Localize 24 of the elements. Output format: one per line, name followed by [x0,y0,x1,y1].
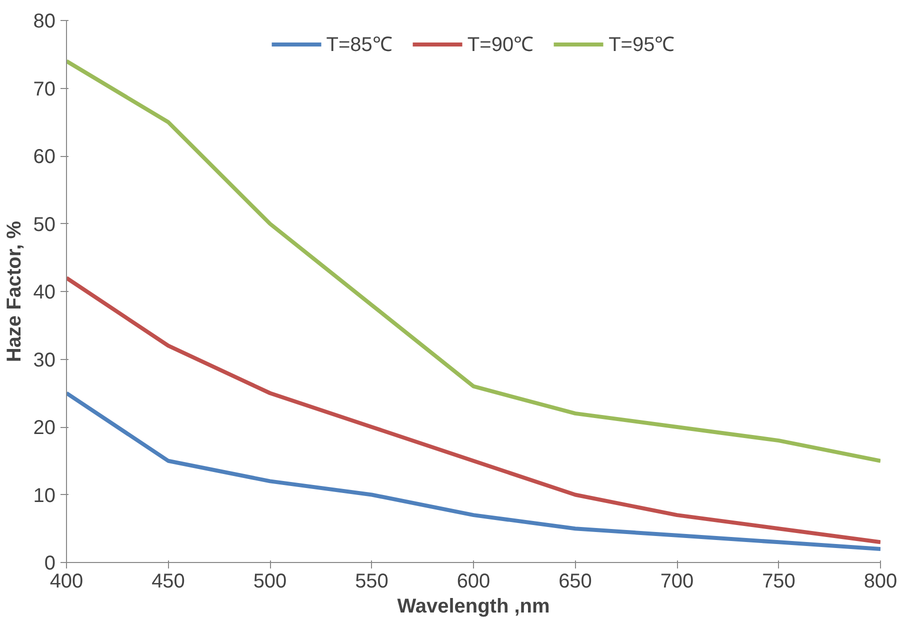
y-axis-title: Haze Factor, % [3,220,26,362]
y-tick-label: 40 [33,282,56,304]
y-tick-label: 10 [33,484,56,507]
line-series [66,59,880,463]
x-tick-label: 800 [864,570,898,592]
x-tick-label: 450 [152,570,185,592]
line-series [66,276,880,544]
y-tick-label: 20 [33,417,56,439]
y-tick-label: 70 [33,78,56,100]
line-series [66,391,880,551]
x-tick-label: 600 [456,570,490,592]
x-tick-label: 550 [355,570,388,592]
y-tick-label: 30 [33,349,56,372]
legend-label: T=85℃ [326,33,392,57]
y-tick-label: 80 [33,10,56,32]
x-tick-label: 650 [558,570,592,592]
y-tick-label: 50 [33,214,56,236]
x-tick-label: 500 [253,570,287,592]
legend-label: T=95℃ [608,33,675,57]
y-tick-label: 60 [33,146,56,168]
x-tick-label: 700 [660,570,694,592]
x-tick-label: 750 [762,570,796,592]
x-axis-title: Wavelength ,nm [397,596,550,618]
legend-label: T=90℃ [467,33,534,57]
